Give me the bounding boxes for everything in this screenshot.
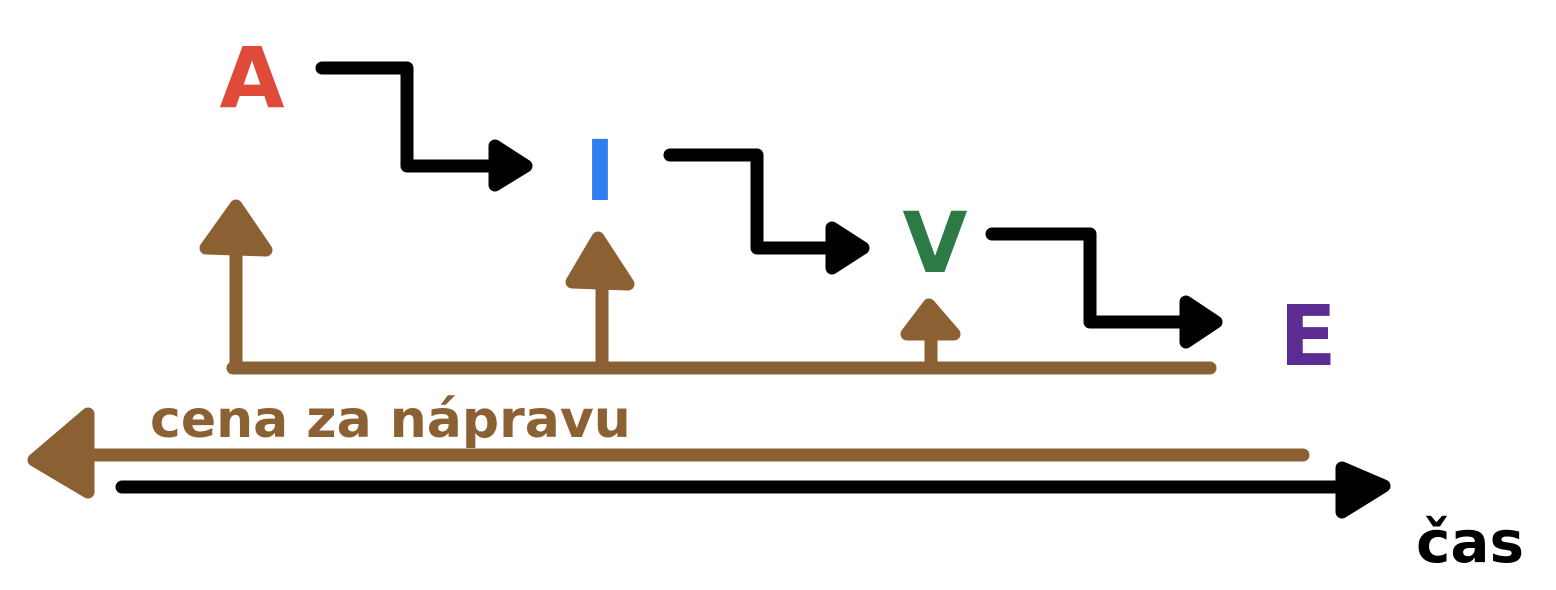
- stage-e-letter: E: [1279, 287, 1336, 385]
- stage-v-letter: V: [902, 194, 967, 292]
- cost-axis-label: cena za nápravu: [150, 390, 631, 450]
- flow-arrow-i-to-v-head: [825, 221, 870, 275]
- time-axis: [115, 461, 1391, 519]
- stage-a-letter: A: [219, 29, 284, 127]
- cost-axis-arrowhead: [27, 407, 95, 499]
- flow-arrow-a-to-i-head: [488, 139, 533, 192]
- flow-arrow-v-to-e-head: [1179, 295, 1223, 349]
- cost-arrow-a-head: [199, 199, 273, 257]
- flow-arrow-a-to-i: [315, 61, 519, 173]
- cost-structure: [27, 199, 1310, 499]
- time-axis-label: čas: [1416, 508, 1524, 576]
- flow-arrow-v-to-e: [985, 227, 1207, 329]
- flow-arrow-i-to-v: [663, 148, 855, 255]
- flow-arrows: [315, 61, 1223, 349]
- stage-i-letter: I: [584, 122, 615, 220]
- cost-arrow-i-head: [565, 231, 635, 291]
- time-axis-arrowhead: [1335, 461, 1391, 519]
- cost-arrow-v-head: [900, 298, 961, 341]
